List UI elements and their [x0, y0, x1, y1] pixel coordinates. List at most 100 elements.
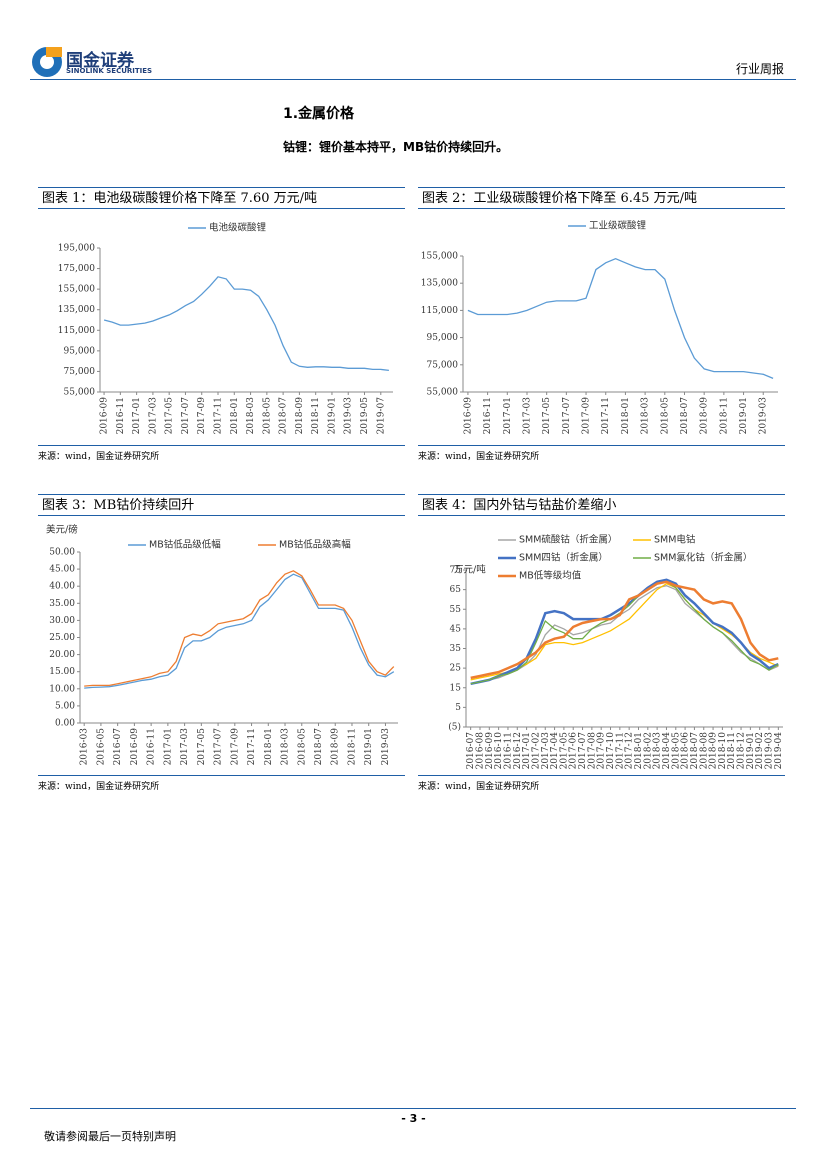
x-tick-label: 2017-03: [541, 732, 551, 770]
x-tick-label: 2016-10: [494, 732, 504, 770]
report-type: 行业周报: [736, 62, 785, 76]
source: 来源：wind，国金证券研究所: [38, 775, 405, 792]
legend-label: SMM电钴: [654, 534, 696, 546]
x-tick-label: 2019-05: [360, 397, 370, 435]
logo-icon: [32, 47, 62, 77]
series-line: [84, 570, 395, 687]
x-tick-label: 2018-03: [641, 397, 651, 435]
y-tick-label: 5: [455, 703, 461, 713]
y-tick-label: 35.00: [49, 599, 75, 609]
x-tick-label: 2017-03: [180, 728, 190, 766]
x-tick-label: 2018-05: [660, 397, 670, 435]
source: 来源：wind，国金证券研究所: [418, 775, 785, 792]
chart: 55,000 75,000 95,000 115,000 135,000 155,000 1…: [58, 222, 393, 435]
x-tick-label: 2018-07: [314, 728, 324, 766]
legend-label: MB低等级均值: [519, 570, 582, 582]
x-tick-label: 2018-07: [690, 732, 700, 770]
x-tick-label: 2018-01: [230, 397, 240, 434]
legend-label: SMM四钴（折金属）: [519, 552, 608, 564]
x-tick-label: 2018-01: [264, 728, 274, 765]
y-tick-label: 95,000: [64, 346, 96, 356]
x-tick-label: 2017-12: [625, 732, 635, 769]
x-tick-label: 2016-09: [485, 732, 495, 770]
x-tick-label: 2016-11: [483, 397, 493, 434]
x-tick-label: 2018-04: [662, 732, 672, 770]
x-tick-label: 2018-01: [634, 732, 644, 769]
x-tick-label: 2017-03: [148, 397, 158, 435]
x-tick-label: 2016-11: [503, 732, 513, 769]
brand-en: SINOLINK SECURITIES: [66, 67, 153, 75]
series-line: [470, 578, 779, 686]
x-tick-label: 2017-05: [197, 728, 207, 766]
x-tick-label: 2019-01: [739, 397, 749, 434]
x-tick-label: 2017-11: [615, 732, 625, 769]
x-tick-label: 2017-09: [582, 397, 592, 435]
y-tick-label: 55,000: [64, 388, 96, 398]
y-tick-label: (5): [448, 722, 461, 733]
chart-title: 图表 3：MB钴价持续回升: [38, 494, 405, 516]
x-tick-label: 2016-11: [116, 397, 126, 434]
x-tick-label: 2018-05: [671, 732, 681, 770]
x-tick-label: 2018-08: [699, 732, 709, 770]
x-tick-label: 2017-08: [587, 732, 597, 770]
x-tick-label: 2018-03: [653, 732, 663, 770]
x-tick-label: 2017-07: [214, 728, 224, 766]
x-tick-label: 2017-10: [606, 732, 616, 770]
y-tick-label: 65: [450, 585, 462, 595]
series-line: [470, 580, 779, 680]
y-axis-label: 美元/磅: [46, 524, 78, 536]
x-tick-label: 2019-01: [327, 397, 337, 434]
x-tick-label: 2017-11: [601, 397, 611, 434]
y-tick-label: 10.00: [49, 684, 75, 694]
page-number: - 3 -: [401, 1112, 426, 1125]
x-tick-label: 2019-03: [344, 397, 354, 435]
x-tick-label: 2017-07: [181, 397, 191, 435]
footer-rule: [30, 1108, 796, 1109]
y-tick-label: 55: [450, 605, 462, 615]
legend-label: 电池级碳酸锂: [209, 222, 267, 234]
y-tick-label: 35: [450, 644, 462, 654]
x-tick-label: 2018-05: [297, 728, 307, 766]
x-tick-label: 2017-02: [531, 732, 541, 769]
heading: 1.金属价格: [283, 106, 355, 122]
x-tick-label: 2018-09: [700, 397, 710, 435]
y-tick-label: 45: [450, 624, 462, 634]
chart: 55,000 75,000 95,000 115,000 135,000 155,000 2…: [421, 220, 778, 435]
x-tick-label: 2017-07: [578, 732, 588, 770]
y-tick-label: 0.00: [55, 719, 75, 729]
x-tick-label: 2017-01: [163, 728, 173, 765]
x-tick-label: 2018-06: [681, 732, 691, 770]
x-tick-label: 2017-01: [503, 397, 513, 434]
x-tick-label: 2019-02: [755, 732, 765, 769]
y-tick-label: 25.00: [49, 633, 75, 643]
x-tick-label: 2017-05: [542, 397, 552, 435]
x-tick-label: 2018-11: [727, 732, 737, 769]
x-tick-label: 2018-12: [737, 732, 747, 769]
y-tick-label: 195,000: [58, 244, 95, 254]
x-tick-label: 2018-11: [347, 728, 357, 765]
chart-title: 图表 4：国内外钴与钴盐价差缩小: [418, 494, 785, 516]
x-tick-label: 2019-07: [376, 397, 386, 435]
source: 来源：wind，国金证券研究所: [418, 445, 785, 462]
x-tick-label: 2016-11: [147, 728, 157, 765]
x-tick-label: 2018-09: [295, 397, 305, 435]
series-line: [84, 573, 395, 689]
legend-label: MB钴低品级高幅: [279, 539, 351, 551]
y-tick-label: 115,000: [421, 306, 458, 316]
x-tick-label: 2016-12: [513, 732, 523, 769]
y-tick-label: 15.00: [49, 667, 75, 677]
x-tick-label: 2016-09: [463, 397, 473, 435]
x-tick-label: 2019-03: [381, 728, 391, 766]
subheading: 钴锂：锂价基本持平，MB钴价持续回升。: [283, 140, 509, 154]
y-tick-label: 75,000: [427, 360, 459, 370]
x-tick-label: 2017-05: [559, 732, 569, 770]
legend-label: 工业级碳酸锂: [589, 220, 647, 232]
x-tick-label: 2017-04: [550, 732, 560, 770]
y-tick-label: 25: [450, 664, 462, 674]
brand: 国金证券: [66, 51, 134, 71]
y-tick-label: 135,000: [421, 279, 458, 289]
y-tick-label: 95,000: [427, 333, 459, 343]
x-tick-label: 2016-08: [475, 732, 485, 770]
x-tick-label: 2019-01: [746, 732, 756, 769]
